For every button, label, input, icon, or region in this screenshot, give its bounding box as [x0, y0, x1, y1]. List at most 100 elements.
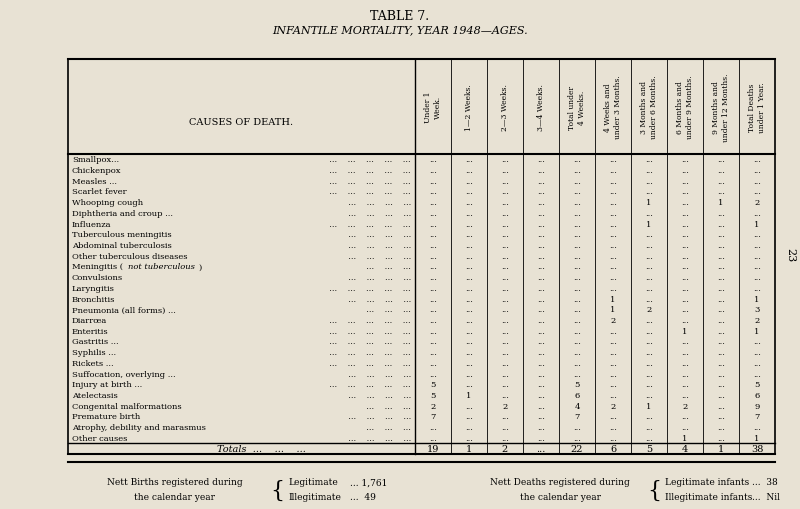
Text: ...: ... [573, 231, 581, 239]
Text: Syphilis ...: Syphilis ... [72, 349, 116, 356]
Text: ...: ... [573, 156, 581, 164]
Text: Abdominal tuberculosis: Abdominal tuberculosis [72, 242, 172, 249]
Text: ...: ... [573, 188, 581, 196]
Text: the calendar year: the calendar year [134, 493, 215, 501]
Text: ...: ... [429, 252, 437, 260]
Text: ...: ... [429, 199, 437, 207]
Text: Gastritis ...: Gastritis ... [72, 338, 118, 346]
Text: ...: ... [465, 220, 473, 228]
Text: 1: 1 [754, 434, 760, 442]
Text: ...: ... [717, 156, 725, 164]
Text: Nett Deaths registered during: Nett Deaths registered during [490, 477, 630, 487]
Text: ...    ...    ...    ...    ...: ... ... ... ... ... [324, 359, 411, 367]
Text: Totals  ...    ...    ...: Totals ... ... ... [217, 444, 306, 453]
Text: ...: ... [645, 423, 653, 431]
Text: ...    ...    ...    ...    ...: ... ... ... ... ... [324, 167, 411, 175]
Text: ...: ... [429, 370, 437, 378]
Text: {: { [647, 478, 661, 500]
Text: ...: ... [609, 359, 617, 367]
Text: ...: ... [501, 167, 509, 175]
Text: ...: ... [717, 402, 725, 410]
Text: ...: ... [465, 210, 473, 217]
Text: ...: ... [465, 178, 473, 185]
Text: ...: ... [609, 381, 617, 388]
Text: ...: ... [753, 423, 761, 431]
Text: ...: ... [429, 295, 437, 303]
Text: Pneumonia (all forms) ...: Pneumonia (all forms) ... [72, 306, 176, 314]
Text: ...: ... [537, 156, 545, 164]
Text: 1: 1 [682, 327, 688, 335]
Text: ...: ... [609, 242, 617, 249]
Text: ...: ... [573, 434, 581, 442]
Text: ...: ... [465, 338, 473, 346]
Text: ...: ... [537, 167, 545, 175]
Text: ...: ... [717, 391, 725, 399]
Text: ...: ... [429, 274, 437, 281]
Text: ...: ... [465, 263, 473, 271]
Text: ...: ... [717, 413, 725, 420]
Text: ...: ... [681, 242, 689, 249]
Text: ...: ... [681, 167, 689, 175]
Text: ...: ... [609, 220, 617, 228]
Text: ...: ... [465, 434, 473, 442]
Text: ...: ... [501, 274, 509, 281]
Text: ...: ... [645, 167, 653, 175]
Text: 3 Months and
under 6 Months.: 3 Months and under 6 Months. [640, 75, 658, 139]
Text: ...: ... [753, 252, 761, 260]
Text: ...: ... [753, 242, 761, 249]
Text: Total Deaths
under 1 Year.: Total Deaths under 1 Year. [749, 82, 766, 132]
Text: ...    ...    ...    ...: ... ... ... ... [342, 434, 411, 442]
Text: ...: ... [501, 199, 509, 207]
Text: the calendar year: the calendar year [519, 493, 601, 501]
Text: ...: ... [573, 220, 581, 228]
Text: 3: 3 [754, 306, 760, 314]
Text: ...: ... [717, 338, 725, 346]
Text: ...: ... [501, 306, 509, 314]
Text: Atrophy, debility and marasmus: Atrophy, debility and marasmus [72, 423, 206, 431]
Text: ...    ...    ...: ... ... ... [361, 306, 411, 314]
Text: ...: ... [609, 285, 617, 292]
Text: ...: ... [681, 252, 689, 260]
Text: ... 1,761: ... 1,761 [350, 477, 387, 487]
Text: ...: ... [717, 295, 725, 303]
Text: ...: ... [537, 252, 545, 260]
Text: ...: ... [537, 199, 545, 207]
Text: ...: ... [573, 317, 581, 324]
Text: ...: ... [717, 306, 725, 314]
Text: ...    ...    ...    ...    ...: ... ... ... ... ... [324, 188, 411, 196]
Text: ...    ...    ...    ...: ... ... ... ... [342, 252, 411, 260]
Text: ...: ... [609, 423, 617, 431]
Text: 2: 2 [610, 402, 616, 410]
Text: ...: ... [573, 349, 581, 356]
Text: ...: ... [429, 210, 437, 217]
Text: ...: ... [717, 285, 725, 292]
Text: ...: ... [429, 349, 437, 356]
Text: ...: ... [717, 188, 725, 196]
Text: ...: ... [465, 231, 473, 239]
Text: ...    ...    ...    ...: ... ... ... ... [342, 210, 411, 217]
Text: ...: ... [573, 370, 581, 378]
Text: ...: ... [573, 285, 581, 292]
Text: ...: ... [645, 327, 653, 335]
Text: ...    ...    ...    ...    ...: ... ... ... ... ... [324, 317, 411, 324]
Text: ...: ... [465, 359, 473, 367]
Text: ...: ... [717, 370, 725, 378]
Text: ...: ... [645, 359, 653, 367]
Text: ...: ... [645, 349, 653, 356]
Text: ...: ... [609, 370, 617, 378]
Text: ...: ... [717, 434, 725, 442]
Text: INFANTILE MORTALITY, YEAR 1948—AGES.: INFANTILE MORTALITY, YEAR 1948—AGES. [272, 25, 528, 35]
Text: ...: ... [753, 359, 761, 367]
Text: 2—3 Weeks.: 2—3 Weeks. [501, 84, 509, 131]
Text: ...: ... [429, 263, 437, 271]
Text: Diarrœa: Diarrœa [72, 317, 107, 324]
Text: 1: 1 [718, 199, 724, 207]
Text: Smallpox...: Smallpox... [72, 156, 119, 164]
Text: ...  49: ... 49 [350, 493, 376, 501]
Text: ...: ... [609, 178, 617, 185]
Text: ...: ... [573, 252, 581, 260]
Text: TABLE 7.: TABLE 7. [370, 10, 430, 22]
Text: ...: ... [501, 349, 509, 356]
Text: ...: ... [465, 242, 473, 249]
Text: 5: 5 [574, 381, 580, 388]
